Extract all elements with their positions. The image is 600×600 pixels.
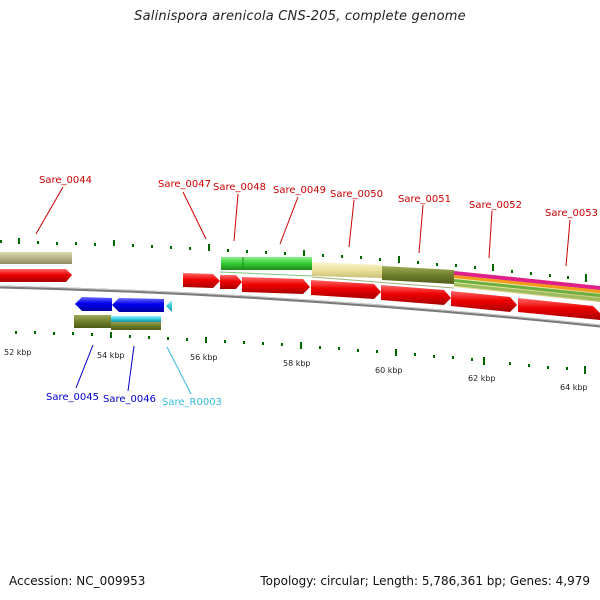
gene-label: Sare_0046 bbox=[103, 394, 156, 405]
gene-label: Sare_0051 bbox=[398, 194, 451, 205]
rna-arrow-reverse bbox=[166, 300, 172, 312]
cds-arrow bbox=[183, 273, 220, 288]
feature-block-cyan bbox=[111, 316, 161, 322]
gene-label: Sare_R0003 bbox=[162, 397, 222, 408]
kbp-label: 56 kbp bbox=[190, 353, 218, 362]
feature-block-green bbox=[221, 257, 312, 270]
cds-arrow bbox=[518, 298, 600, 320]
kbp-label: 64 kbp bbox=[560, 383, 588, 392]
genome-backbone bbox=[0, 285, 600, 328]
kbp-label: 60 kbp bbox=[375, 366, 403, 375]
inner-tick-ring bbox=[15, 331, 586, 374]
cds-arrow bbox=[381, 285, 451, 305]
cds-arrow bbox=[0, 269, 72, 282]
kbp-label: 58 kbp bbox=[283, 359, 311, 368]
feature-block-khaki bbox=[0, 252, 72, 264]
map-title: Salinispora arenicola CNS-205, complete … bbox=[134, 9, 466, 24]
cds-arrow bbox=[451, 291, 517, 312]
feature-block-olive bbox=[74, 315, 111, 328]
outer-tick-ring bbox=[0, 238, 587, 282]
feature-block-olive bbox=[111, 321, 161, 330]
cds-arrow-reverse bbox=[112, 298, 164, 312]
gene-label: Sare_0048 bbox=[213, 182, 266, 193]
cds-arrow bbox=[242, 277, 310, 294]
gene-label: Sare_0052 bbox=[469, 200, 522, 211]
feature-block-yellow bbox=[312, 262, 382, 278]
cds-arrow bbox=[220, 275, 242, 289]
feature-track-upper bbox=[0, 252, 600, 302]
upper-leader-lines bbox=[35, 186, 571, 267]
gene-label: Sare_0049 bbox=[273, 185, 326, 196]
feature-block-olive bbox=[382, 266, 454, 284]
kbp-label: 52 kbp bbox=[4, 348, 32, 357]
cds-track-forward bbox=[0, 269, 600, 320]
gene-label: Sare_0045 bbox=[46, 392, 99, 403]
genome-summary-text: Topology: circular; Length: 5,786,361 bp… bbox=[260, 574, 590, 588]
kbp-label: 54 kbp bbox=[97, 351, 125, 360]
lower-leader-lines bbox=[75, 344, 192, 395]
kbp-label: 62 kbp bbox=[468, 374, 496, 383]
accession-text: Accession: NC_009953 bbox=[9, 574, 146, 588]
cds-track-reverse bbox=[74, 297, 172, 330]
cds-arrow bbox=[311, 280, 381, 299]
gene-label: Sare_0044 bbox=[39, 175, 92, 186]
gene-label: Sare_0050 bbox=[330, 189, 383, 200]
gene-label: Sare_0047 bbox=[158, 179, 211, 190]
gene-label: Sare_0053 bbox=[545, 208, 598, 219]
cds-arrow-reverse bbox=[75, 297, 112, 311]
